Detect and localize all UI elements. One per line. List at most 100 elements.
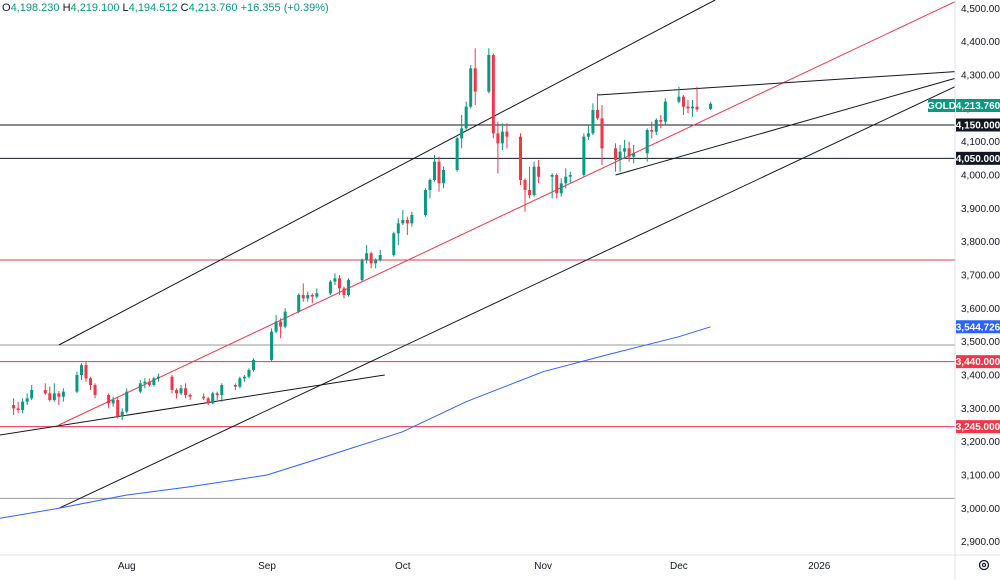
change-value: +16.355 (+0.39%) xyxy=(240,2,329,14)
candle xyxy=(306,291,310,302)
ohlc-legend: O4,198.230 H4,219.100 L4,194.512 C4,213.… xyxy=(2,2,329,14)
candle xyxy=(396,218,400,245)
candle xyxy=(500,123,504,150)
high-value: 4,219.100 xyxy=(70,2,120,14)
price-tag-box xyxy=(956,320,1000,334)
candle-body xyxy=(500,131,504,144)
trend-line xyxy=(58,1,956,426)
candle-body xyxy=(75,375,79,392)
candle xyxy=(423,188,427,217)
candle xyxy=(202,393,206,400)
candle-body xyxy=(659,120,663,122)
candle-body xyxy=(455,138,459,170)
candle xyxy=(43,383,47,395)
candle-body xyxy=(473,68,477,92)
candle xyxy=(301,283,305,302)
candle-body xyxy=(188,395,192,397)
price-axis-label: 3,900.000 xyxy=(961,204,1000,215)
candle xyxy=(568,171,572,184)
candle-body xyxy=(396,223,400,234)
candle xyxy=(175,388,179,399)
candle xyxy=(16,401,20,414)
candle xyxy=(532,161,536,197)
price-axis-label: 3,800.000 xyxy=(961,237,1000,248)
candle xyxy=(215,391,219,400)
candle xyxy=(369,251,373,269)
candle xyxy=(559,178,563,197)
candle-body xyxy=(310,295,314,297)
candle-body xyxy=(93,385,97,395)
price-axis[interactable]: 4,500.0004,400.0004,300.0004,200.0004,10… xyxy=(961,4,1000,548)
candle xyxy=(247,368,251,379)
trend-line xyxy=(58,0,716,346)
candle-body xyxy=(618,151,622,160)
candle xyxy=(238,376,242,389)
candle xyxy=(632,145,636,164)
candle-body xyxy=(30,390,34,399)
candle xyxy=(455,136,459,172)
candle xyxy=(405,216,409,235)
candle xyxy=(410,211,414,227)
trend-lines xyxy=(0,0,956,509)
candle xyxy=(12,398,16,415)
candle-body xyxy=(528,190,532,195)
candle xyxy=(337,275,341,295)
candle-body xyxy=(270,331,274,360)
candle xyxy=(523,178,527,212)
candle xyxy=(487,48,491,94)
candle xyxy=(233,383,237,390)
price-tag-label: 3,440.000 xyxy=(956,357,1000,368)
candle-body xyxy=(79,365,83,375)
candle-body xyxy=(586,133,590,137)
candle xyxy=(473,48,477,105)
candle-body xyxy=(428,180,432,190)
candle-body xyxy=(559,183,563,194)
candle-body xyxy=(582,136,586,175)
candle-body xyxy=(238,378,242,387)
candle-body xyxy=(107,395,111,404)
candle xyxy=(315,288,319,299)
time-axis[interactable]: Aug Sep Oct Nov Dec 2026 xyxy=(118,561,831,572)
candle xyxy=(442,166,446,189)
candle-body xyxy=(464,106,468,129)
candle xyxy=(433,155,437,182)
candle-body xyxy=(61,391,65,397)
candle-body xyxy=(405,220,409,224)
candle-body xyxy=(156,376,160,379)
candle-body xyxy=(555,175,559,194)
price-tag-box xyxy=(956,151,1000,165)
candle-body xyxy=(709,103,713,109)
candle-body xyxy=(686,106,690,109)
candle xyxy=(654,118,658,135)
candle-body xyxy=(12,405,16,409)
candle xyxy=(21,398,25,414)
candle-body xyxy=(179,388,183,394)
candle xyxy=(374,258,378,269)
price-axis-label: 4,400.000 xyxy=(961,37,1000,48)
candle xyxy=(138,380,142,394)
candle-body xyxy=(623,148,627,152)
candle xyxy=(143,378,147,389)
candle xyxy=(211,391,215,405)
candle-body xyxy=(43,390,47,394)
symbol-tag-label: GOLD xyxy=(927,101,956,112)
candle-body xyxy=(695,106,699,110)
candle-body xyxy=(523,180,527,190)
candle xyxy=(48,386,52,402)
candle xyxy=(57,391,61,405)
candle-body xyxy=(211,393,215,404)
candle xyxy=(623,140,627,159)
candle-body xyxy=(595,110,599,119)
plot-area[interactable] xyxy=(0,0,955,555)
candle xyxy=(206,396,210,405)
price-tags: 4,150.000 4,050.000 3,544.726 3,440.000 3,24… xyxy=(956,118,1000,434)
candle xyxy=(591,103,595,135)
candle xyxy=(645,128,649,162)
candle xyxy=(179,385,183,395)
candle-body xyxy=(57,393,61,397)
candle xyxy=(650,121,654,139)
candle xyxy=(695,86,699,112)
candle-body xyxy=(505,131,509,137)
settings-gear-icon[interactable] xyxy=(977,558,991,572)
